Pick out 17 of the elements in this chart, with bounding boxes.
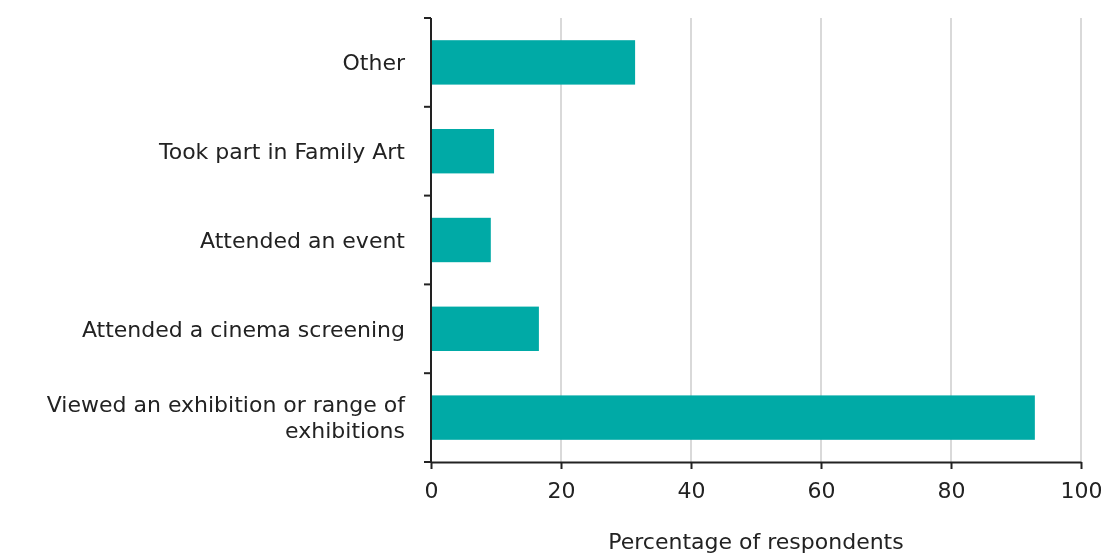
bar — [431, 217, 491, 263]
x-tick-label: 0 — [424, 478, 439, 504]
y-tick-label: Viewed an exhibition or range of exhibitions — [46, 392, 407, 444]
y-tick-label: Took part in Family Art — [157, 138, 406, 164]
bar — [431, 395, 1035, 440]
x-tick-label: 60 — [807, 478, 836, 504]
x-axis-title: Percentage of respondents — [608, 529, 904, 554]
x-tick-label: 40 — [677, 478, 706, 504]
bar — [431, 306, 539, 351]
bar — [431, 40, 636, 85]
y-tick-label: Attended an event — [200, 227, 406, 253]
x-tick-label: 80 — [937, 478, 966, 504]
x-tick-label: 20 — [547, 478, 576, 504]
bar — [431, 129, 495, 174]
x-tick-label: 100 — [1060, 478, 1103, 504]
y-tick-label: Attended a cinema screening — [81, 316, 405, 342]
y-tick-label: Other — [342, 50, 406, 76]
